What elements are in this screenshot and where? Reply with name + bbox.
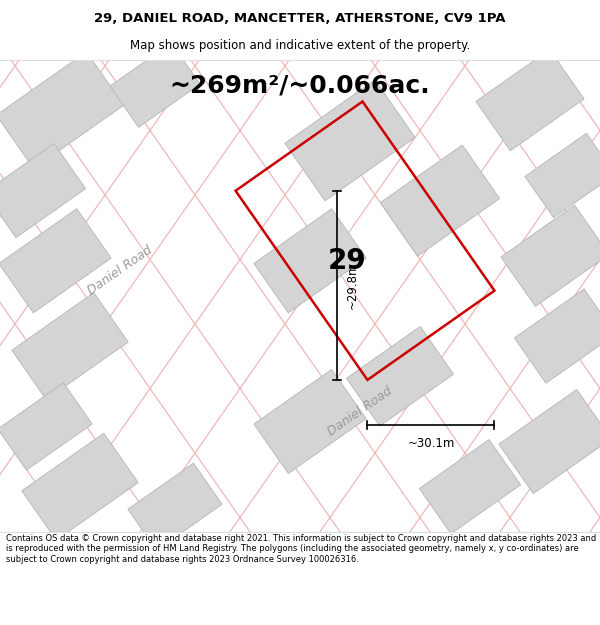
- Polygon shape: [499, 389, 600, 494]
- Polygon shape: [380, 145, 500, 256]
- Polygon shape: [285, 80, 415, 201]
- Polygon shape: [419, 439, 521, 534]
- Polygon shape: [0, 52, 124, 169]
- Polygon shape: [0, 209, 111, 313]
- Text: ~29.8m: ~29.8m: [346, 262, 358, 309]
- Text: 29, DANIEL ROAD, MANCETTER, ATHERSTONE, CV9 1PA: 29, DANIEL ROAD, MANCETTER, ATHERSTONE, …: [94, 11, 506, 24]
- Polygon shape: [110, 43, 200, 128]
- Text: ~30.1m: ~30.1m: [407, 437, 455, 450]
- Polygon shape: [254, 209, 366, 313]
- Polygon shape: [22, 433, 138, 540]
- Text: Daniel Road: Daniel Road: [85, 244, 155, 298]
- Polygon shape: [0, 143, 86, 238]
- Polygon shape: [514, 289, 600, 383]
- Polygon shape: [347, 326, 454, 426]
- Text: 29: 29: [328, 247, 367, 275]
- Text: Contains OS data © Crown copyright and database right 2021. This information is : Contains OS data © Crown copyright and d…: [6, 534, 596, 564]
- Polygon shape: [0, 383, 92, 470]
- Text: Daniel Road: Daniel Road: [325, 384, 395, 438]
- Polygon shape: [254, 369, 366, 474]
- Polygon shape: [476, 49, 584, 151]
- Polygon shape: [12, 292, 128, 399]
- Polygon shape: [501, 205, 600, 306]
- Text: ~269m²/~0.066ac.: ~269m²/~0.066ac.: [170, 73, 430, 97]
- Polygon shape: [525, 133, 600, 218]
- Text: Map shows position and indicative extent of the property.: Map shows position and indicative extent…: [130, 39, 470, 51]
- Polygon shape: [128, 463, 222, 551]
